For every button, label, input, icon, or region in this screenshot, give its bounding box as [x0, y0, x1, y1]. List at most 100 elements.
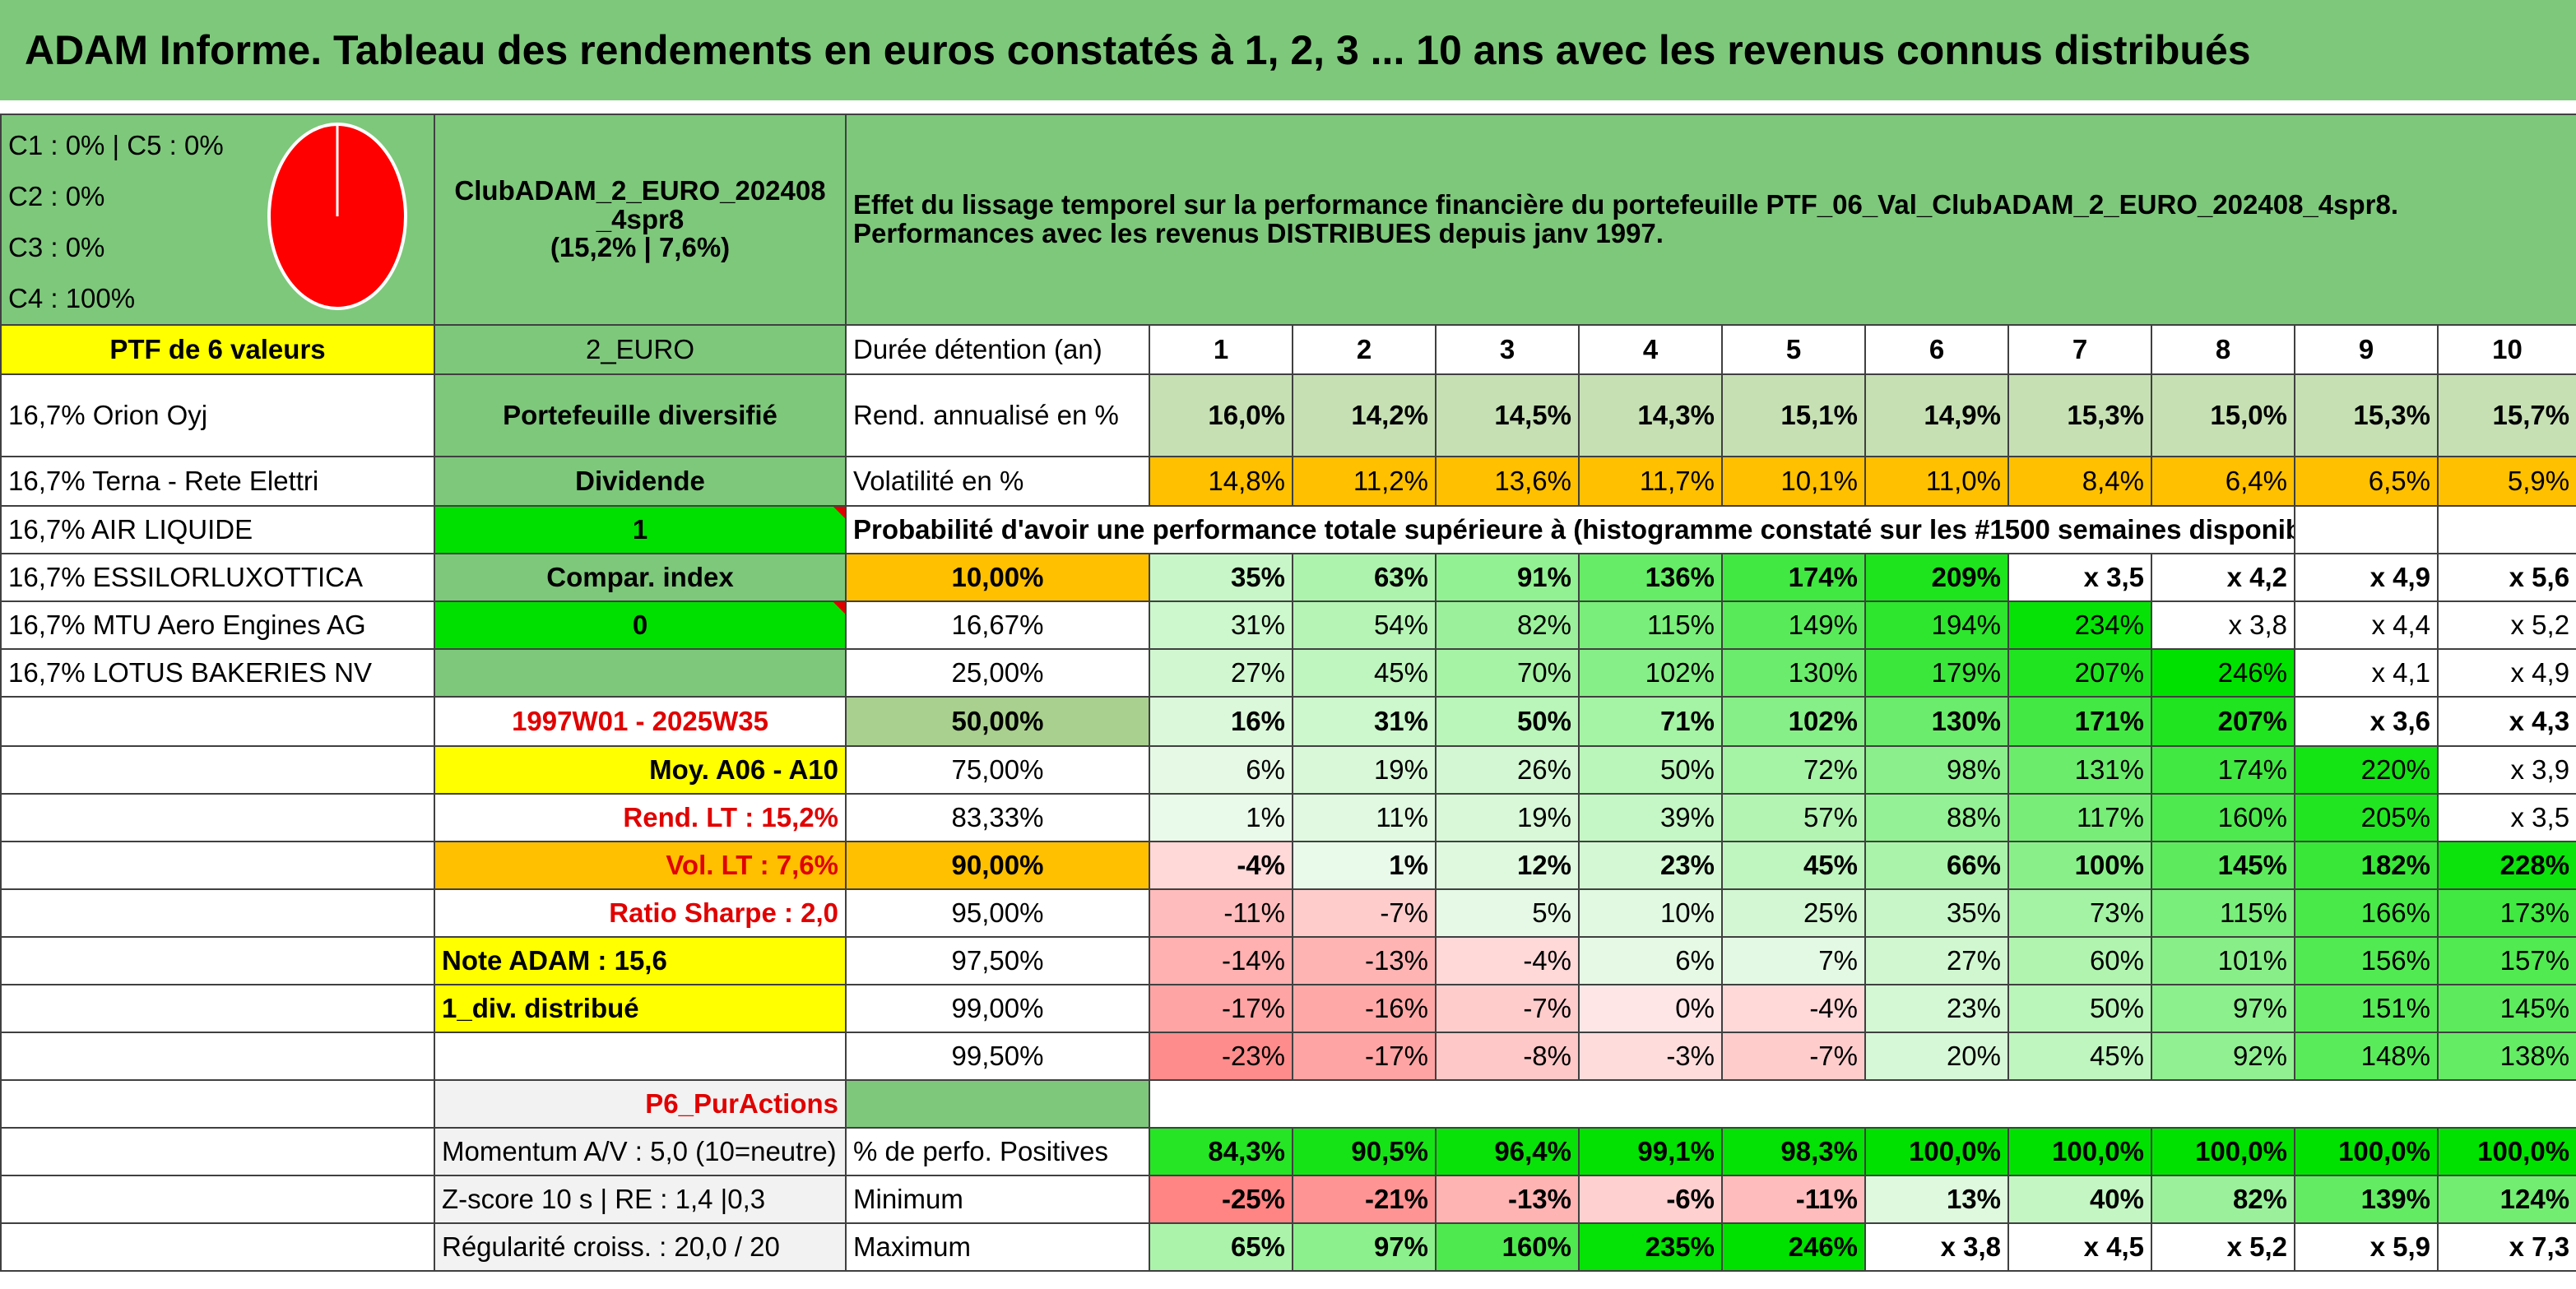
table-row: Moy. A06 - A10 75,00% 6% 19% 26% 50% 72% 98% 131…: [0, 745, 2576, 795]
probability-threshold: 16,67%: [845, 600, 1150, 650]
table-row: PTF de 6 valeurs 2_EURO Durée détention (a…: [0, 324, 2576, 375]
holding-item: 16,7% AIR LIQUIDE: [0, 505, 435, 554]
allocation-cell: C1 : 0% | C5 : 0% C2 : 0% C3 : 0% C4 : 1…: [0, 114, 435, 326]
year-header: 1: [1149, 324, 1293, 375]
min-value: -11%: [1721, 1175, 1866, 1224]
positive-value: 100,0%: [2007, 1127, 2152, 1176]
probability-value: -11%: [1149, 888, 1293, 938]
probability-value: 0%: [1578, 984, 1723, 1033]
probability-value: x 4,2: [2151, 553, 2295, 602]
probability-value: 138%: [2436, 1032, 2576, 1081]
table-row: 1_div. distribué 99,00% -17% -16% -7% 0% -4% 23…: [0, 984, 2576, 1033]
probability-value: x 3,5: [2436, 793, 2576, 842]
probability-value: 54%: [1292, 600, 1437, 650]
positive-value: 99,1%: [1578, 1127, 1723, 1176]
empty-cell: [0, 1079, 435, 1129]
div-distribue: 1_div. distribué: [434, 984, 847, 1033]
compar-value: 0: [434, 600, 847, 650]
empty-cell: [0, 793, 435, 842]
probability-value: -17%: [1292, 1032, 1437, 1081]
probability-value: x 3,5: [2007, 553, 2152, 602]
probability-value: 92%: [2151, 1032, 2295, 1081]
probability-value: 45%: [1292, 648, 1437, 698]
sharpe-ratio: Ratio Sharpe : 2,0: [434, 888, 847, 938]
probability-value: 166%: [2294, 888, 2439, 938]
empty-cell: [0, 841, 435, 890]
probability-value: x 4,9: [2294, 553, 2439, 602]
table-row: 1997W01 - 2025W35 50,00% 16% 31% 50% 71% 102% 1…: [0, 696, 2576, 747]
rend-value: 15,0%: [2151, 373, 2295, 457]
probability-value: x 3,6: [2294, 696, 2439, 747]
rend-label: Rend. annualisé en %: [845, 373, 1150, 457]
probability-value: 31%: [1292, 696, 1437, 747]
table-row: 16,7% ESSILORLUXOTTICA Compar. index 10,00…: [0, 553, 2576, 602]
probability-value: 11%: [1292, 793, 1437, 842]
probability-value: 66%: [1864, 841, 2009, 890]
probability-value: 1%: [1149, 793, 1293, 842]
club-stats: (15,2% | 7,6%): [550, 232, 731, 263]
holding-item: 16,7% MTU Aero Engines AG: [0, 600, 435, 650]
max-label: Maximum: [845, 1222, 1150, 1272]
probability-value: -3%: [1578, 1032, 1723, 1081]
duration-label: Durée détention (an): [845, 324, 1150, 375]
probability-value: x 5,6: [2436, 553, 2576, 602]
rend-value: 15,7%: [2436, 373, 2576, 457]
period: 1997W01 - 2025W35: [434, 696, 847, 747]
positive-value: 90,5%: [1292, 1127, 1437, 1176]
probability-value: x 4,4: [2294, 600, 2439, 650]
probability-value: 194%: [1864, 600, 2009, 650]
vol-value: 13,6%: [1435, 456, 1580, 507]
probability-value: 160%: [2151, 793, 2295, 842]
empty-cell: [1148, 1079, 2576, 1129]
empty-cell: [0, 696, 435, 747]
probability-value: 70%: [1435, 648, 1580, 698]
probability-threshold: 25,00%: [845, 648, 1150, 698]
probability-value: 73%: [2007, 888, 2152, 938]
rend-value: 14,9%: [1864, 373, 2009, 457]
vol-value: 11,2%: [1292, 456, 1437, 507]
probability-value: 63%: [1292, 553, 1437, 602]
effet-description-cell: Effet du lissage temporel sur la perform…: [844, 114, 2576, 326]
probability-value: 82%: [1435, 600, 1580, 650]
max-value: 246%: [1721, 1222, 1866, 1272]
probability-value: 207%: [2151, 696, 2295, 747]
table-row: 16,7% Terna - Rete Elettri Dividende Volat…: [0, 456, 2576, 507]
table-row: 16,7% Orion Oyj Portefeuille diversifié Re…: [0, 373, 2576, 457]
table-row: Ratio Sharpe : 2,0 95,00% -11% -7% 5% 10% 25% 3…: [0, 888, 2576, 938]
compar-label: Compar. index: [434, 553, 847, 602]
probability-value: 50%: [1578, 745, 1723, 795]
holding-item: 16,7% ESSILORLUXOTTICA: [0, 553, 435, 602]
probability-threshold: 83,33%: [845, 793, 1150, 842]
table-row: Note ADAM : 15,6 97,50% -14% -13% -4% 6% 7% 27%…: [0, 936, 2576, 985]
year-header: 5: [1721, 324, 1866, 375]
probability-value: 145%: [2151, 841, 2295, 890]
empty-cell: [0, 1175, 435, 1224]
table-row: 16,7% AIR LIQUIDE 1 Probabilité d'avoir un…: [0, 505, 2576, 554]
allocation-c1-c5: C1 : 0% | C5 : 0%: [8, 130, 224, 160]
min-value: 139%: [2294, 1175, 2439, 1224]
min-value: -25%: [1149, 1175, 1293, 1224]
max-value: x 5,9: [2294, 1222, 2439, 1272]
probability-value: 88%: [1864, 793, 2009, 842]
min-value: -21%: [1292, 1175, 1437, 1224]
empty-cell: [0, 1222, 435, 1272]
probability-value: 102%: [1721, 696, 1866, 747]
probability-value: 45%: [2007, 1032, 2152, 1081]
probability-value: -13%: [1292, 936, 1437, 985]
table-row: 16,7% MTU Aero Engines AG 0 16,67% 31% 54% 82…: [0, 600, 2576, 650]
probability-value: 26%: [1435, 745, 1580, 795]
probability-value: 39%: [1578, 793, 1723, 842]
positive-value: 96,4%: [1435, 1127, 1580, 1176]
probability-threshold: 90,00%: [845, 841, 1150, 890]
probability-value: -7%: [1292, 888, 1437, 938]
max-value: 65%: [1149, 1222, 1293, 1272]
holdings-header: PTF de 6 valeurs: [0, 324, 435, 375]
probability-value: -23%: [1149, 1032, 1293, 1081]
probability-value: 246%: [2151, 648, 2295, 698]
probability-value: 97%: [2151, 984, 2295, 1033]
min-value: -13%: [1435, 1175, 1580, 1224]
probability-threshold: 99,50%: [845, 1032, 1150, 1081]
probability-value: 60%: [2007, 936, 2152, 985]
table-row: P6_PurActions: [0, 1079, 2576, 1129]
table-row: 16,7% LOTUS BAKERIES NV 25,00% 27% 45% 70% 10…: [0, 648, 2576, 698]
